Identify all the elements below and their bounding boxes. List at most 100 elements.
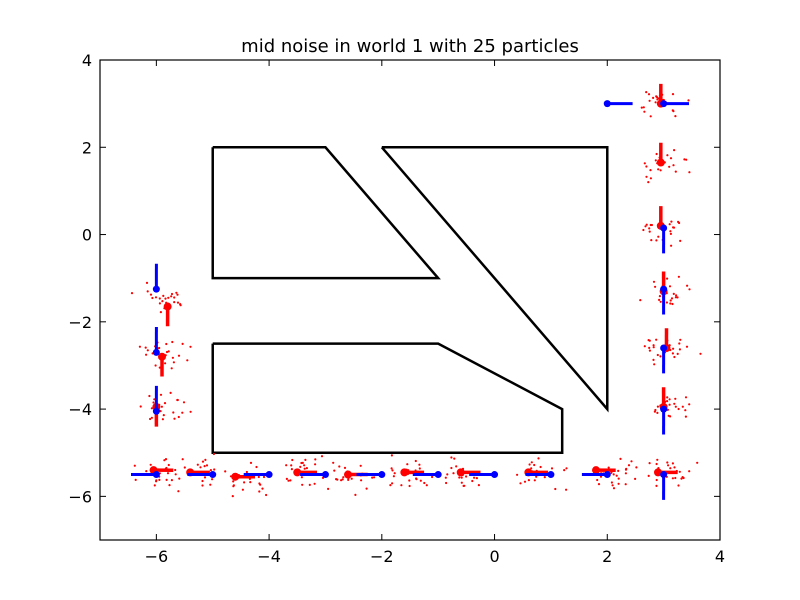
true-pose-6-point: [265, 471, 273, 479]
particle-point-16-15: [677, 275, 681, 278]
particle-point-11-24: [539, 465, 542, 469]
particle-point-6-19: [265, 493, 268, 497]
particle-point-17-4: [650, 239, 653, 242]
y-tick-label-5: 2: [82, 138, 92, 157]
particle-point-1-16: [158, 297, 161, 300]
particle-point-5-18: [213, 468, 216, 471]
particle-point-18-15: [683, 158, 686, 161]
particle-point-11-9: [523, 480, 527, 483]
particle-point-14-14: [673, 402, 676, 405]
particle-point-16-10: [670, 297, 674, 300]
particle-point-14-12: [666, 408, 670, 411]
particle-point-12-8: [612, 487, 616, 490]
particle-point-14-23: [674, 397, 677, 400]
particle-point-9-12: [431, 475, 434, 479]
particle-point-10-17: [458, 476, 461, 479]
particle-point-11-20: [533, 479, 536, 482]
particle-point-13-22: [656, 458, 659, 461]
estimate-pose-1-point: [163, 302, 172, 311]
particle-point-12-7: [624, 468, 628, 471]
particle-point-8-4: [327, 487, 330, 490]
y-tick-label-4: 0: [82, 226, 92, 245]
particle-point-11-11: [516, 473, 519, 476]
particle-point-13-3: [655, 462, 658, 466]
particle-point-19-9: [652, 96, 655, 99]
particle-point-5-9: [196, 463, 199, 466]
particle-point-4-5: [158, 478, 161, 481]
particle-point-11-14: [565, 467, 568, 470]
particle-point-8-16: [332, 461, 335, 464]
true-pose-11-point: [547, 471, 555, 479]
particle-point-8-21: [342, 476, 345, 479]
particle-point-14-13: [668, 398, 671, 401]
particle-point-9-25: [414, 459, 417, 463]
particle-point-14-3: [684, 409, 687, 412]
particle-point-17-2: [668, 223, 671, 226]
particle-point-15-6: [671, 352, 675, 355]
particle-point-5-6: [224, 470, 227, 473]
particle-point-7-25: [314, 463, 317, 466]
particle-point-14-20: [688, 403, 691, 406]
particle-point-3-20: [177, 415, 180, 419]
particle-point-3-3: [163, 402, 167, 405]
particle-point-16-24: [659, 300, 662, 303]
particle-point-1-14: [154, 296, 158, 299]
particle-point-17-20: [645, 223, 648, 226]
x-tick-label-3: −2: [370, 547, 394, 566]
estimate-pose-6-point: [231, 472, 240, 481]
particle-point-4-11: [166, 472, 170, 475]
particle-point-12-10: [619, 457, 622, 460]
particle-point-17-15: [648, 230, 651, 233]
particle-point-13-14: [667, 464, 670, 467]
x-tick-label-4: 0: [489, 547, 499, 566]
particle-point-3-8: [173, 417, 176, 420]
particle-point-13-8: [669, 467, 672, 470]
particle-point-7-2: [303, 467, 306, 470]
particle-point-3-12: [139, 405, 142, 408]
particle-point-4-3: [167, 463, 170, 467]
particle-point-14-16: [684, 396, 688, 399]
particle-point-12-13: [630, 460, 633, 463]
particle-point-10-10: [445, 481, 448, 485]
particle-point-3-6: [172, 411, 175, 414]
particle-point-1-4: [173, 301, 176, 304]
particle-point-18-20: [672, 164, 675, 167]
particle-point-2-24: [154, 364, 157, 367]
particle-point-6-13: [261, 487, 264, 490]
particle-point-1-8: [159, 311, 162, 314]
particle-point-17-22: [669, 232, 673, 235]
particle-point-13-15: [682, 476, 685, 480]
particle-point-15-21: [678, 348, 682, 351]
particle-point-13-17: [666, 461, 669, 464]
particle-point-18-19: [645, 175, 648, 178]
particle-point-15-1: [676, 352, 679, 355]
particle-point-7-9: [308, 483, 311, 486]
particle-point-7-18: [305, 467, 308, 470]
particle-point-19-14: [672, 110, 675, 113]
particle-point-7-6: [285, 464, 288, 467]
particle-point-15-9: [652, 344, 655, 347]
particle-point-1-11: [167, 296, 170, 299]
particle-point-2-16: [189, 345, 192, 348]
wall-polygon-2: [380, 146, 609, 413]
particle-point-11-23: [537, 457, 540, 460]
particle-point-8-12: [350, 477, 353, 480]
particle-point-5-12: [203, 476, 207, 479]
particle-point-8-7: [373, 476, 376, 479]
particle-point-2-6: [177, 354, 181, 357]
particle-point-8-25: [333, 469, 336, 472]
particle-point-8-24: [359, 464, 362, 467]
particle-point-1-23: [164, 297, 167, 300]
particle-point-11-1: [519, 482, 522, 485]
particle-point-17-21: [670, 244, 673, 247]
particle-point-7-13: [299, 465, 302, 468]
particle-point-10-12: [444, 476, 447, 479]
particle-point-9-8: [389, 484, 392, 487]
particle-point-1-19: [170, 292, 174, 296]
particle-point-9-14: [418, 467, 421, 470]
particle-point-6-8: [257, 475, 260, 479]
particle-point-12-15: [624, 472, 628, 475]
particle-point-14-11: [653, 410, 657, 413]
particle-point-4-22: [174, 468, 177, 472]
particle-point-5-20: [203, 465, 206, 468]
